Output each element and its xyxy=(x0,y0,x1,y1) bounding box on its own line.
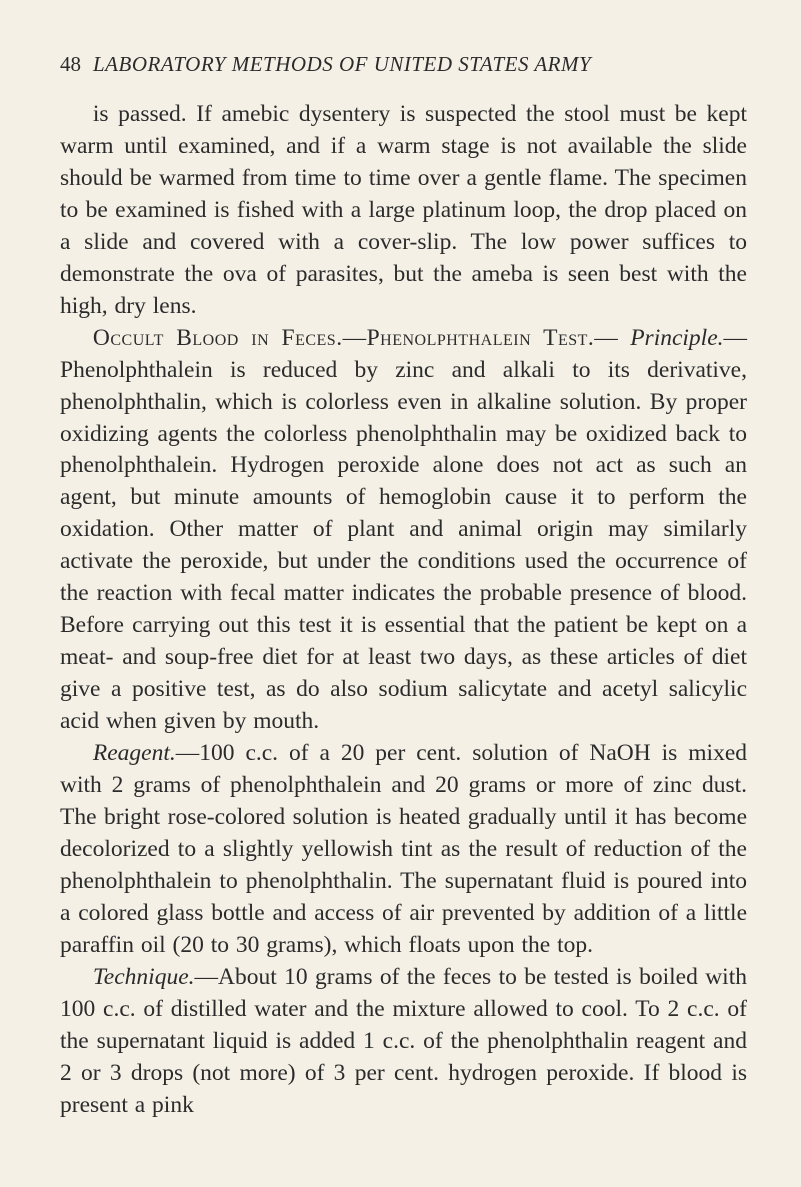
label-technique: Technique. xyxy=(93,964,195,990)
page-number: 48 xyxy=(60,52,81,77)
paragraph-2: Occult Blood in Feces.—Phenolphthalein T… xyxy=(60,323,747,738)
body-text: is passed. If amebic dysentery is suspec… xyxy=(60,99,747,1122)
paragraph-4: Technique.—About 10 grams of the feces t… xyxy=(60,962,747,1122)
page-header: 48 LABORATORY METHODS OF UNITED STATES A… xyxy=(60,52,747,77)
paragraph-2-body: —Phenolphthalein is reduced by zinc and … xyxy=(60,325,747,734)
label-principle: Principle. xyxy=(630,325,723,351)
running-head: LABORATORY METHODS OF UNITED STATES ARMY xyxy=(93,52,591,77)
paragraph-3: Reagent.—100 c.c. of a 20 per cent. solu… xyxy=(60,738,747,962)
paragraph-1: is passed. If amebic dysentery is suspec… xyxy=(60,99,747,323)
paragraph-3-body: —100 c.c. of a 20 per cent. solution of … xyxy=(60,740,747,958)
label-reagent: Reagent. xyxy=(93,740,176,766)
page: 48 LABORATORY METHODS OF UNITED STATES A… xyxy=(0,0,801,1187)
heading-occult-blood: Occult Blood in Feces.—Phenolphthalein T… xyxy=(93,325,618,351)
